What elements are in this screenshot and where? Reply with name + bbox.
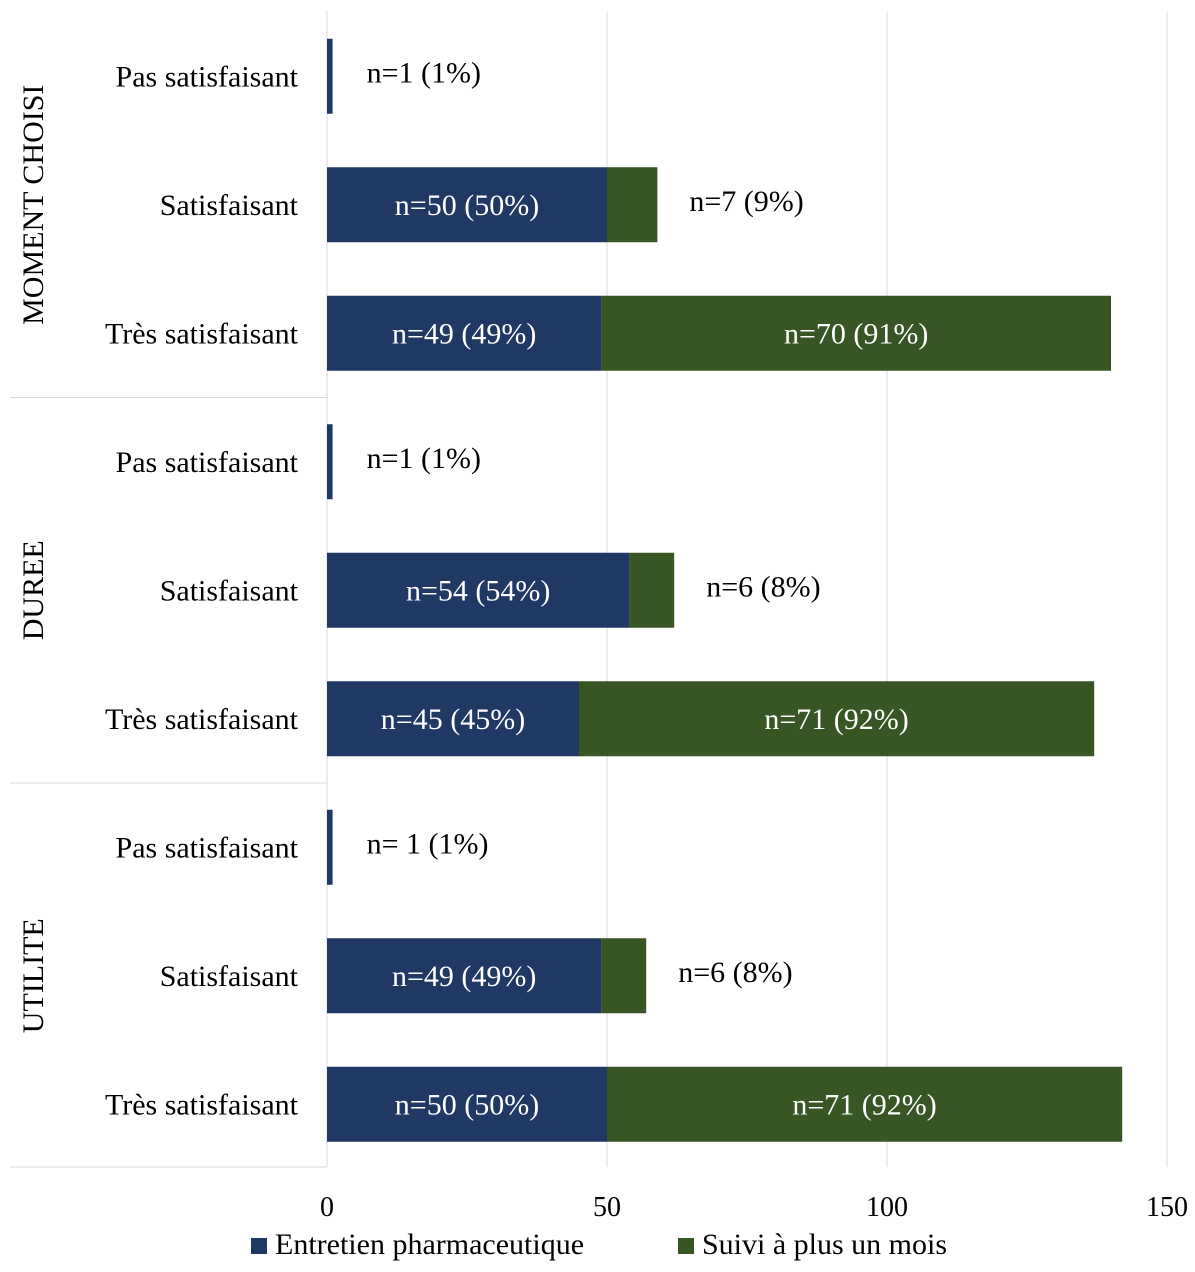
category-label: Pas satisfaisant	[116, 446, 299, 479]
bar-segment	[327, 552, 630, 628]
category-label: Satisfaisant	[160, 189, 299, 222]
bar-segment	[327, 681, 579, 757]
x-tick-label: 100	[866, 1192, 908, 1223]
data-label: n=54 (54%)	[406, 574, 550, 607]
category-label: Satisfaisant	[160, 960, 299, 993]
x-tick-label: 50	[593, 1192, 621, 1223]
category-label: Très satisfaisant	[105, 317, 299, 350]
group-label: UTILITE	[17, 918, 50, 1033]
data-label: n=6 (8%)	[706, 570, 820, 603]
x-tick-label: 0	[320, 1192, 334, 1223]
labels: 0 50 100 150 MOMENT CHOISI Pas satisfaisant n=…	[17, 56, 1188, 1223]
data-label: n=71 (92%)	[792, 1088, 936, 1121]
data-label: n=50 (50%)	[395, 189, 539, 222]
bar-segment	[327, 295, 602, 371]
category-label: Très satisfaisant	[105, 1088, 299, 1121]
bar-segment	[327, 1066, 607, 1142]
legend-swatch	[678, 1238, 694, 1254]
legend-swatch	[251, 1238, 267, 1254]
bar-segment	[601, 295, 1111, 371]
bar-segment	[607, 167, 658, 243]
data-label: n=7 (9%)	[689, 185, 803, 218]
data-label: n=1 (1%)	[367, 56, 481, 89]
bar-segment	[327, 938, 602, 1014]
bar-segment	[607, 1066, 1123, 1142]
data-label: n=45 (45%)	[381, 703, 525, 736]
x-tick-label: 150	[1146, 1192, 1188, 1223]
bar-segment	[327, 38, 333, 114]
bar-segment	[579, 681, 1095, 757]
legend-label: Entretien pharmaceutique	[275, 1228, 584, 1261]
bar-segment	[327, 809, 333, 885]
legend-label: Suivi à plus un mois	[702, 1228, 947, 1261]
group-label: MOMENT CHOISI	[17, 85, 50, 325]
bar-segment	[327, 424, 333, 500]
bar-segment	[629, 552, 675, 628]
category-label: Pas satisfaisant	[116, 60, 299, 93]
bar-segment	[601, 938, 647, 1014]
bar-segment	[327, 167, 607, 243]
data-label: n= 1 (1%)	[367, 827, 489, 860]
data-label: n=70 (91%)	[784, 317, 928, 350]
category-label: Pas satisfaisant	[116, 831, 299, 864]
data-label: n=49 (49%)	[392, 960, 536, 993]
category-label: Très satisfaisant	[105, 703, 299, 736]
group-label: DUREE	[17, 540, 50, 640]
data-label: n=50 (50%)	[395, 1088, 539, 1121]
legend: Entretien pharmaceutique Suivi à plus un …	[251, 1228, 947, 1261]
data-label: n=71 (92%)	[764, 703, 908, 736]
category-label: Satisfaisant	[160, 574, 299, 607]
data-label: n=1 (1%)	[367, 442, 481, 475]
data-label: n=49 (49%)	[392, 317, 536, 350]
bars	[327, 38, 1123, 1142]
data-label: n=6 (8%)	[678, 956, 792, 989]
